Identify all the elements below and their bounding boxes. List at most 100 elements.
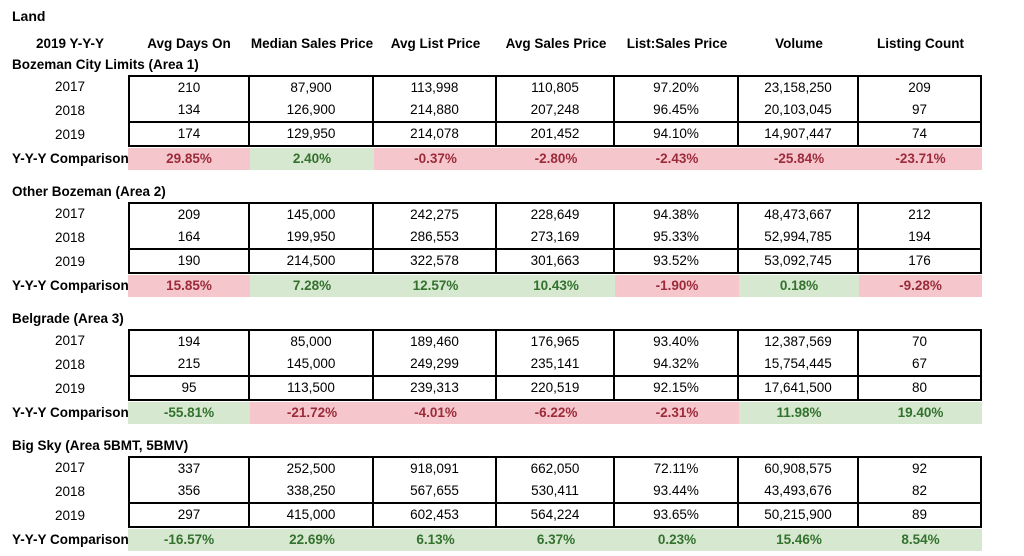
comparison-cell: 15.85% [128,275,250,297]
comparison-cell: 10.43% [497,275,615,297]
data-cell: 530,411 [497,480,615,504]
data-cell: 20,103,045 [739,99,859,123]
comparison-label: Y-Y-Y Comparison [12,151,129,166]
data-cell: 70 [859,329,982,355]
comparison-label: Y-Y-Y Comparison [12,532,129,547]
year-label: 2019 [54,127,86,142]
comparison-row: Y-Y-Y Comparison -55.81% -21.72% -4.01% -6.2… [12,402,1024,424]
year-label: 2017 [54,333,86,348]
table-row: 2017 209 145,000 242,275 228,649 94.38% 48,473… [12,202,1024,228]
table-row: 2019 95 113,500 239,313 220,519 92.15% 17,641,… [12,377,1024,401]
data-cell: 201,452 [497,123,615,147]
comparison-cell: -2.31% [615,402,739,424]
comparison-cell: 11.98% [739,402,859,424]
section-title: Bozeman City Limits (Area 1) [12,57,199,72]
data-cell: 602,453 [374,504,497,528]
data-cell: 301,663 [497,250,615,274]
year-label: 2017 [54,206,86,221]
data-cell: 567,655 [374,480,497,504]
column-header-row: 2019 Y-Y-Y Avg Days On Median Sales Pric… [12,34,1024,53]
table-row: 2018 164 199,950 286,553 273,169 95.33% 52,994… [12,226,1024,250]
year-label: 2017 [54,460,86,475]
comparison-cell: -0.37% [374,148,497,170]
data-cell: 215 [128,353,250,377]
data-cell: 210 [128,75,250,101]
section-title: Belgrade (Area 3) [12,311,124,326]
data-cell: 93.40% [615,329,739,355]
data-cell: 252,500 [250,456,374,482]
data-cell: 95.33% [615,226,739,250]
data-cell: 273,169 [497,226,615,250]
data-cell: 43,493,676 [739,480,859,504]
data-cell: 194 [128,329,250,355]
data-cell: 189,460 [374,329,497,355]
comparison-cell: 0.23% [615,529,739,551]
table-row: 2019 174 129,950 214,078 201,452 94.10% 14,907… [12,123,1024,147]
column-header-median-sales: Median Sales Price [250,36,374,51]
section-title: Other Bozeman (Area 2) [12,184,166,199]
year-label: 2019 [54,254,86,269]
data-cell: 14,907,447 [739,123,859,147]
comparison-cell: -25.84% [739,148,859,170]
data-cell: 209 [859,75,982,101]
data-cell: 96.45% [615,99,739,123]
column-header-avg-list-price: Avg List Price [390,36,481,51]
data-cell: 113,500 [250,377,374,401]
data-cell: 228,649 [497,202,615,228]
table-row: 2017 194 85,000 189,460 176,965 93.40% 12,387,… [12,329,1024,355]
data-cell: 214,078 [374,123,497,147]
column-header-list-sales-price: List:Sales Price [626,36,728,51]
data-cell: 662,050 [497,456,615,482]
data-cell: 214,880 [374,99,497,123]
data-cell: 176 [859,250,982,274]
data-cell: 72.11% [615,456,739,482]
data-cell: 194 [859,226,982,250]
table-row: 2019 297 415,000 602,453 564,224 93.65% 50,215… [12,504,1024,528]
data-cell: 97 [859,99,982,123]
comparison-cell: 15.46% [739,529,859,551]
data-cell: 93.65% [615,504,739,528]
data-cell: 235,141 [497,353,615,377]
comparison-cell: -4.01% [374,402,497,424]
data-cell: 74 [859,123,982,147]
data-cell: 89 [859,504,982,528]
data-cell: 564,224 [497,504,615,528]
comparison-cell: 7.28% [250,275,374,297]
data-cell: 110,805 [497,75,615,101]
data-cell: 82 [859,480,982,504]
data-cell: 23,158,250 [739,75,859,101]
area-section: Other Bozeman (Area 2) 2017 209 145,000 242,… [12,184,1024,297]
data-cell: 53,092,745 [739,250,859,274]
comparison-cell: -2.43% [615,148,739,170]
data-cell: 15,754,445 [739,353,859,377]
data-cell: 129,950 [250,123,374,147]
comparison-cell: 12.57% [374,275,497,297]
data-cell: 67 [859,353,982,377]
data-cell: 113,998 [374,75,497,101]
data-cell: 174 [128,123,250,147]
data-cell: 94.38% [615,202,739,228]
table-row: 2017 210 87,900 113,998 110,805 97.20% 23,158,… [12,75,1024,101]
data-cell: 87,900 [250,75,374,101]
year-label: 2018 [54,230,86,245]
comparison-row: Y-Y-Y Comparison 15.85% 7.28% 12.57% 10.43% -… [12,275,1024,297]
comparison-cell: -6.22% [497,402,615,424]
data-cell: 92 [859,456,982,482]
year-label: 2019 [54,508,86,523]
data-cell: 60,908,575 [739,456,859,482]
comparison-row: Y-Y-Y Comparison 29.85% 2.40% -0.37% -2.80% -… [12,148,1024,170]
comparison-cell: -55.81% [128,402,250,424]
comparison-cell: 0.18% [739,275,859,297]
section-title: Big Sky (Area 5BMT, 5BMV) [12,438,189,453]
data-cell: 220,519 [497,377,615,401]
table-row: 2018 215 145,000 249,299 235,141 94.32% 15,754… [12,353,1024,377]
comparison-cell: 6.13% [374,529,497,551]
report-title: Land [12,8,46,24]
comparison-cell: 2.40% [250,148,374,170]
data-cell: 322,578 [374,250,497,274]
data-cell: 126,900 [250,99,374,123]
sections-container: Bozeman City Limits (Area 1) 2017 210 87,90… [12,57,1024,551]
area-section: Big Sky (Area 5BMT, 5BMV) 2017 337 252,500 9… [12,438,1024,551]
data-cell: 12,387,569 [739,329,859,355]
